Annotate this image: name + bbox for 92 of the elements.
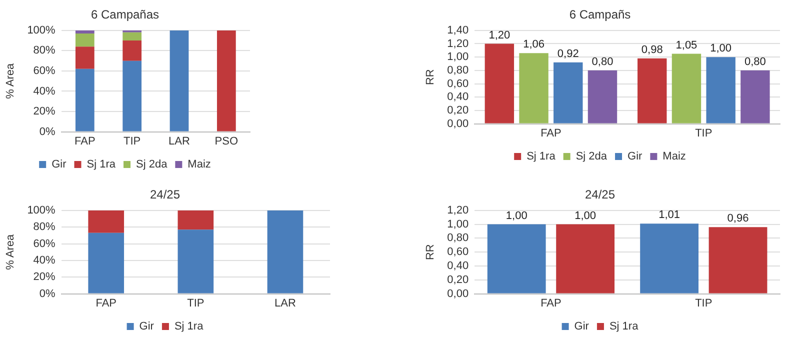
y-tick-label: 80% <box>33 221 56 234</box>
y-tick-label: 0,80 <box>447 64 469 76</box>
legend-label: Sj 1ra <box>86 158 116 171</box>
data-label: 1,00 <box>710 42 732 55</box>
bar <box>75 68 94 132</box>
bar <box>554 62 583 124</box>
data-label: 0,98 <box>641 44 663 56</box>
y-tick-label: 20% <box>33 271 56 284</box>
bar <box>740 70 770 124</box>
chart-title: 24/25 <box>584 188 616 202</box>
x-tick-label: LAR <box>168 135 190 148</box>
bar <box>170 30 189 132</box>
legend-label: Sj 1ra <box>609 320 640 333</box>
y-tick-label: 100% <box>27 204 56 216</box>
y-tick-label: 1,20 <box>447 38 469 50</box>
bar <box>638 58 667 124</box>
data-label: 1,06 <box>523 38 544 51</box>
data-label: 1,05 <box>676 39 698 52</box>
x-tick-label: LAR <box>274 297 296 310</box>
y-tick-label: 0,00 <box>447 288 469 300</box>
chart-title: 6 Campañs <box>569 8 631 22</box>
bar <box>178 210 214 230</box>
x-tick-label: TIP <box>187 297 204 310</box>
y-tick-label: 60% <box>33 238 56 250</box>
bar <box>88 232 124 294</box>
y-tick-label: 0,40 <box>447 260 469 272</box>
legend-label: Maiz <box>662 150 686 163</box>
chart-title: 24/25 <box>150 188 180 202</box>
x-tick-label: TIP <box>124 135 141 148</box>
bar <box>706 57 736 124</box>
bar <box>75 46 94 69</box>
data-label: 0,80 <box>592 56 614 68</box>
data-label: 1,00 <box>574 210 596 222</box>
bar <box>216 30 236 132</box>
x-tick-label: TIP <box>695 127 712 140</box>
y-tick-label: 80% <box>33 44 56 57</box>
x-tick-label: FAP <box>74 135 96 148</box>
y-tick-label: 1,40 <box>447 24 469 36</box>
y-tick-label: 0% <box>39 126 56 138</box>
y-axis-title: % Area <box>4 233 17 270</box>
y-tick-label: 0,20 <box>447 274 469 286</box>
bar <box>672 54 702 124</box>
data-label: 1,20 <box>488 29 510 42</box>
bar <box>519 53 548 124</box>
legend-label: Gir <box>574 320 590 333</box>
data-label: 1,00 <box>506 210 528 222</box>
y-tick-label: 0,60 <box>447 246 469 258</box>
data-label: 1,01 <box>658 209 680 222</box>
legend-label: Sj 2da <box>136 158 168 171</box>
y-tick-label: 100% <box>27 24 56 36</box>
data-label: 0,92 <box>557 48 579 60</box>
y-tick-label: 0% <box>39 288 56 300</box>
y-axis-title: RR <box>424 244 437 260</box>
y-tick-label: 1,00 <box>447 51 469 64</box>
x-tick-label: FAP <box>96 297 117 310</box>
bar <box>122 40 142 61</box>
legend-label: Sj 2da <box>576 150 608 163</box>
data-label: 0,80 <box>744 56 766 68</box>
y-tick-label: 0,20 <box>447 104 469 116</box>
legend-label: Sj 1ra <box>174 320 204 333</box>
x-tick-label: FAP <box>540 297 562 310</box>
y-tick-label: 1,20 <box>447 204 469 216</box>
legend-label: Gir <box>628 150 643 163</box>
legend-label: Gir <box>52 158 67 171</box>
y-tick-label: 0,40 <box>447 91 469 104</box>
y-tick-label: 60% <box>33 64 56 77</box>
x-tick-label: FAP <box>540 127 562 140</box>
y-tick-label: 0,80 <box>447 232 469 244</box>
x-tick-label: PSO <box>214 135 238 148</box>
bar <box>267 210 304 294</box>
y-tick-label: 1,00 <box>447 218 469 230</box>
chart-title: 6 Campañas <box>90 8 160 22</box>
y-tick-label: 40% <box>33 254 56 266</box>
bar <box>178 230 214 294</box>
bar <box>88 210 124 233</box>
legend-label: Sj 1ra <box>526 150 556 163</box>
y-tick-label: 20% <box>33 106 56 118</box>
y-tick-label: 0,60 <box>447 78 469 90</box>
y-axis-title: RR <box>424 69 437 86</box>
bar <box>75 33 94 47</box>
y-axis-title: % Area <box>4 62 17 99</box>
bar <box>122 60 142 132</box>
bar <box>122 32 142 41</box>
y-tick-label: 0,00 <box>447 118 469 130</box>
y-tick-label: 40% <box>33 85 56 98</box>
bar <box>588 70 618 124</box>
bar <box>484 44 514 124</box>
data-label: 0,96 <box>727 212 749 225</box>
legend-label: Maiz <box>188 158 211 171</box>
bar <box>75 30 94 34</box>
x-tick-label: TIP <box>695 297 712 310</box>
legend-label: Gir <box>139 320 154 333</box>
